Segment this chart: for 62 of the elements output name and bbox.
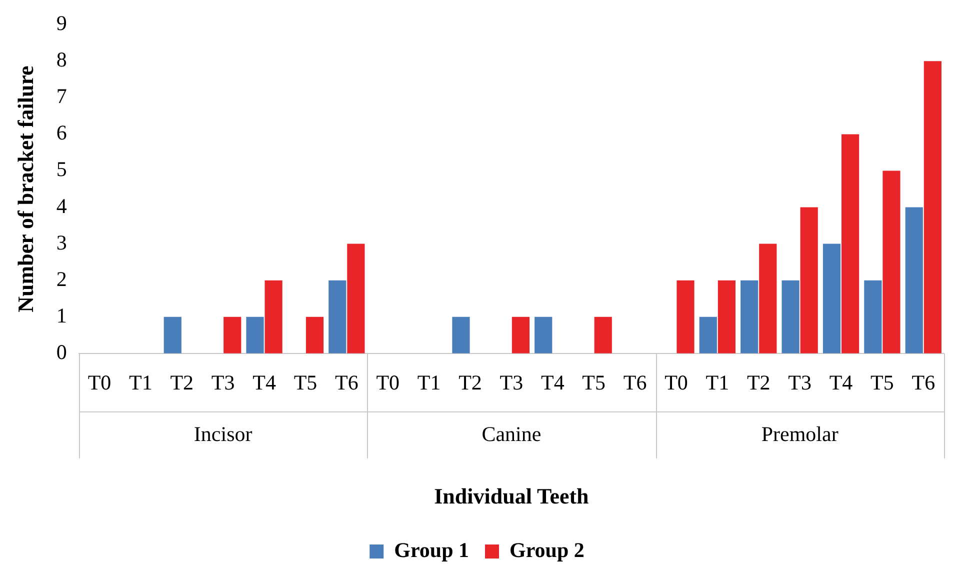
bar (512, 316, 530, 354)
x-tick-label: T5 (582, 370, 606, 395)
bar (841, 134, 860, 354)
x-tick-label: T3 (500, 370, 524, 395)
y-tick-label: 9 (56, 11, 67, 36)
y-tick-label: 6 (56, 120, 67, 145)
y-axis-title: Number of bracket failure (12, 65, 38, 312)
bar (759, 244, 777, 354)
bar (306, 316, 324, 354)
x-tick-label: T4 (829, 370, 854, 395)
bar (699, 316, 717, 354)
x-tick-label: T6 (335, 370, 358, 395)
bar (347, 244, 365, 354)
legend-label: Group 1 (394, 538, 470, 562)
bar (718, 280, 736, 354)
bar (534, 316, 552, 354)
x-axis-title: Individual Teeth (434, 483, 589, 508)
y-tick-label: 8 (56, 48, 67, 72)
bar (924, 61, 942, 354)
x-tick-label: T2 (746, 370, 770, 395)
legend-label: Group 2 (510, 538, 584, 562)
x-tick-label: T3 (788, 370, 812, 395)
text: Canine (482, 422, 542, 446)
bar (676, 280, 694, 354)
bar (164, 316, 182, 354)
bar (328, 280, 346, 354)
bar (905, 207, 923, 354)
bar (782, 280, 800, 354)
bar (864, 280, 882, 354)
bar (246, 316, 264, 354)
x-tick-label: T4 (540, 370, 565, 395)
bar (740, 280, 758, 354)
x-tick-label: T2 (170, 370, 194, 395)
x-tick-label: T1 (706, 370, 730, 395)
y-tick-label: 1 (56, 303, 67, 328)
text: Premolar (761, 422, 838, 446)
bar (594, 316, 612, 354)
bar (800, 207, 818, 354)
y-tick-label: 4 (56, 194, 68, 218)
x-tick-label: T0 (376, 370, 400, 395)
y-tick-label: 7 (56, 84, 67, 108)
y-tick-label: 0 (56, 340, 67, 364)
x-tick-label: T5 (870, 370, 894, 395)
x-tick-label: T5 (294, 370, 318, 395)
y-tick-label: 2 (56, 266, 67, 291)
x-tick-label: T0 (88, 370, 112, 395)
text: Incisor (194, 422, 252, 446)
x-tick-label: T6 (623, 370, 647, 395)
y-tick-label: 5 (56, 157, 67, 182)
bar (264, 280, 282, 354)
x-tick-label: T0 (664, 370, 688, 395)
bar (224, 316, 242, 354)
x-tick-label: T1 (129, 370, 152, 395)
x-tick-label: T4 (252, 370, 276, 395)
bar (452, 316, 470, 354)
x-tick-label: T3 (211, 370, 235, 395)
y-tick-label: 3 (56, 230, 67, 254)
bar (882, 170, 900, 354)
x-tick-label: T6 (912, 370, 936, 395)
x-tick-label: T1 (417, 370, 441, 395)
bar (822, 244, 841, 354)
x-tick-label: T2 (458, 370, 482, 395)
